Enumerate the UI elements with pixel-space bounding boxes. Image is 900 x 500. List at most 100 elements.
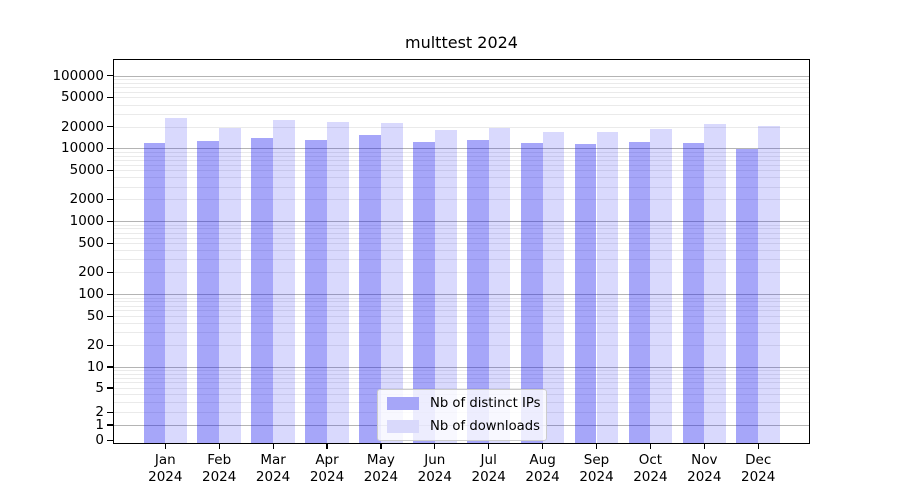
x-tick-label: Jan 2024 bbox=[133, 452, 197, 486]
x-tick-label: Mar 2024 bbox=[241, 452, 305, 486]
bar-distinct-ips-nov bbox=[682, 142, 705, 444]
bar-downloads-mar bbox=[273, 119, 295, 444]
plot-area: Nb of distinct IPs Nb of downloads bbox=[113, 59, 810, 444]
bar-distinct-ips-aug bbox=[520, 142, 543, 444]
bar-distinct-ips-feb bbox=[197, 140, 220, 444]
bar-distinct-ips-jun bbox=[413, 142, 435, 444]
gridline-minor bbox=[113, 250, 810, 252]
bar-downloads-nov bbox=[704, 123, 727, 444]
x-tick-month: Feb bbox=[207, 452, 232, 468]
y-tick-mark bbox=[107, 366, 113, 368]
y-tick-mark bbox=[107, 387, 113, 389]
x-tick-month: Jun bbox=[424, 452, 446, 468]
x-tick-month: Jul bbox=[480, 452, 497, 468]
gridline-minor bbox=[113, 126, 810, 128]
bar-downloads-may bbox=[380, 123, 403, 444]
gridline-minor bbox=[113, 199, 810, 201]
gridline-minor bbox=[113, 243, 810, 245]
legend-label-downloads: Nb of downloads bbox=[430, 419, 540, 434]
x-tick-mark bbox=[757, 444, 759, 449]
bar-distinct-ips-jul bbox=[466, 139, 489, 444]
y-tick-mark bbox=[107, 75, 113, 77]
gridline-major bbox=[113, 294, 810, 296]
x-tick-label: Sep 2024 bbox=[565, 452, 629, 486]
gridline-minor bbox=[113, 224, 810, 226]
legend-label-distinct-ips: Nb of distinct IPs bbox=[430, 396, 541, 411]
gridline-major bbox=[113, 366, 810, 368]
gridline-minor bbox=[113, 305, 810, 307]
x-tick-month: May bbox=[366, 452, 395, 468]
bar-distinct-ips-mar bbox=[251, 138, 274, 444]
x-tick-year: 2024 bbox=[741, 469, 776, 485]
bar-distinct-ips-may bbox=[359, 135, 381, 444]
gridline-minor bbox=[113, 297, 810, 299]
x-tick-label: Nov 2024 bbox=[672, 452, 736, 486]
gridline-minor bbox=[113, 164, 810, 166]
bar-distinct-ips-jan bbox=[143, 142, 166, 444]
bar-downloads-sep bbox=[596, 132, 619, 444]
y-tick-mark bbox=[107, 126, 113, 128]
y-tick-label: 20 bbox=[86, 337, 104, 354]
gridline-major bbox=[113, 148, 810, 150]
y-tick-label: 50000 bbox=[61, 89, 104, 106]
y-tick-mark bbox=[107, 271, 113, 274]
gridline-minor bbox=[113, 97, 810, 99]
x-tick-label: Apr 2024 bbox=[295, 452, 359, 486]
y-tick-label: 50 bbox=[86, 308, 104, 325]
x-tick-month: Oct bbox=[638, 452, 663, 468]
bar-distinct-ips-dec bbox=[736, 149, 759, 444]
gridline-minor bbox=[113, 272, 810, 274]
y-tick-mark bbox=[107, 439, 113, 441]
y-tick-label: 10000 bbox=[61, 140, 104, 157]
x-tick-mark bbox=[434, 444, 436, 449]
x-tick-mark bbox=[703, 444, 705, 449]
legend-item-downloads: Nb of downloads bbox=[378, 415, 546, 438]
gridline-minor bbox=[113, 377, 810, 379]
y-tick-label: 200 bbox=[78, 264, 104, 281]
x-tick-mark bbox=[542, 444, 544, 449]
x-tick-mark bbox=[326, 444, 328, 449]
gridline-minor bbox=[113, 155, 810, 157]
y-tick-label: 1 bbox=[95, 416, 104, 433]
x-tick-mark bbox=[488, 444, 490, 449]
y-tick-label: 20000 bbox=[61, 118, 104, 135]
x-tick-mark bbox=[649, 444, 652, 449]
y-tick-label: 100000 bbox=[52, 67, 104, 84]
gridline-minor bbox=[113, 237, 810, 239]
gridline-minor bbox=[113, 228, 810, 230]
x-tick-month: Jan bbox=[154, 452, 176, 468]
gridline-minor bbox=[113, 186, 810, 188]
x-tick-year: 2024 bbox=[471, 469, 506, 485]
gridline-minor bbox=[113, 382, 810, 384]
x-tick-mark bbox=[218, 444, 220, 449]
y-tick-mark bbox=[107, 242, 113, 244]
legend-swatch-distinct-ips bbox=[387, 397, 419, 410]
x-tick-month: Aug bbox=[529, 452, 556, 468]
x-tick-mark bbox=[595, 444, 598, 449]
y-tick-mark bbox=[107, 169, 113, 172]
gridline-minor bbox=[113, 332, 810, 334]
x-tick-year: 2024 bbox=[525, 469, 560, 485]
y-tick-mark bbox=[107, 96, 113, 99]
bar-downloads-jan bbox=[165, 118, 188, 444]
y-tick-label: 100 bbox=[78, 286, 104, 303]
y-tick-mark bbox=[107, 147, 113, 150]
bar-downloads-jun bbox=[434, 129, 457, 444]
gridline-minor bbox=[113, 373, 810, 375]
gridline-minor bbox=[113, 104, 810, 106]
legend-item-distinct-ips: Nb of distinct IPs bbox=[378, 392, 546, 415]
y-tick-mark bbox=[107, 424, 113, 426]
bar-downloads-feb bbox=[219, 127, 241, 444]
legend-swatch-downloads bbox=[387, 420, 419, 433]
gridline-minor bbox=[113, 232, 810, 234]
y-tick-label: 10 bbox=[86, 358, 104, 375]
y-tick-mark bbox=[107, 315, 113, 317]
bar-distinct-ips-sep bbox=[574, 144, 597, 444]
x-tick-label: Feb 2024 bbox=[187, 452, 251, 486]
gridline-minor bbox=[113, 159, 810, 161]
bar-distinct-ips-oct bbox=[628, 142, 651, 444]
x-tick-mark bbox=[272, 444, 274, 449]
x-tick-year: 2024 bbox=[202, 469, 237, 485]
x-tick-mark bbox=[380, 444, 382, 449]
